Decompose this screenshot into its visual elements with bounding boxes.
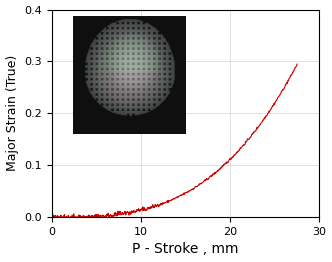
Y-axis label: Major Strain (True): Major Strain (True) <box>6 55 19 172</box>
X-axis label: P - Stroke , mm: P - Stroke , mm <box>132 242 239 256</box>
